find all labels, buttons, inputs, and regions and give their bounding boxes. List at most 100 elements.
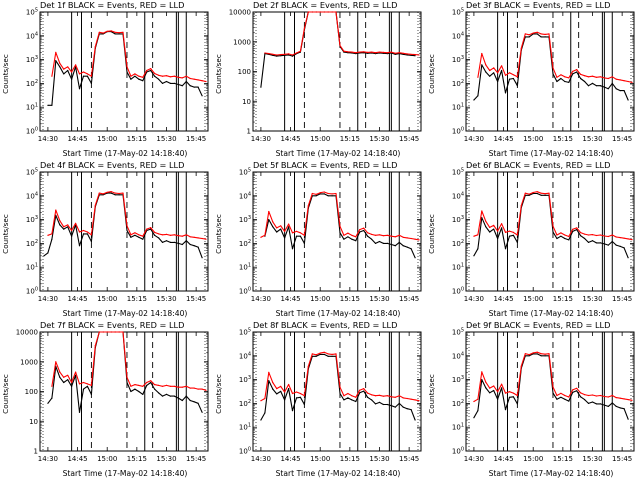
- x-tick-label: 15:15: [340, 135, 360, 143]
- series-lld: [260, 191, 420, 241]
- y-tick-label: 100: [25, 388, 38, 396]
- series-lld: [264, 11, 420, 56]
- x-tick-label: 15:30: [156, 135, 176, 143]
- series-lld: [51, 30, 207, 83]
- x-tick-label: 15:00: [97, 295, 117, 303]
- y-tick-label: 101: [452, 103, 464, 112]
- detector-panel-8: 100 101 102 103 104 105 14:30 14:45 15:00 15:15 15…: [213, 320, 426, 480]
- x-tick-label: 14:45: [280, 295, 300, 303]
- panel-title: Det 5f BLACK = Events, RED = LLD: [253, 160, 398, 170]
- y-tick-label: 105: [239, 168, 251, 177]
- panel-title: Det 3f BLACK = Events, RED = LLD: [466, 0, 611, 10]
- x-tick-label: 15:30: [582, 455, 602, 463]
- y-tick-label: 101: [239, 263, 251, 272]
- y-tick-label: 105: [26, 168, 38, 177]
- panel-title: Det 9f BLACK = Events, RED = LLD: [466, 320, 611, 330]
- y-tick-label: 102: [452, 79, 464, 88]
- x-tick-label: 14:30: [38, 135, 58, 143]
- y-tick-label: 104: [239, 191, 251, 200]
- x-tick-label: 14:45: [67, 135, 87, 143]
- x-tick-label: 15:15: [553, 295, 573, 303]
- series-line-lld: [473, 351, 633, 402]
- y-axis-label: Counts/sec: [427, 214, 436, 254]
- x-tick-label: 15:45: [399, 295, 419, 303]
- series-line-lld: [260, 351, 420, 402]
- y-tick-label: 100: [26, 287, 38, 296]
- x-tick-label: 14:30: [251, 135, 271, 143]
- y-tick-label: 105: [452, 328, 464, 337]
- x-axis-label: Start Time (17-May-02 14:18:40): [488, 149, 614, 158]
- series-line-lld: [51, 30, 207, 83]
- x-tick-label: 15:00: [310, 295, 330, 303]
- y-tick-label: 103: [26, 215, 38, 224]
- detector-panel-1: 100 101 102 103 104 105 14:30 14:45 15:00 15:15 15…: [0, 0, 213, 160]
- y-tick-label: 100: [238, 68, 251, 76]
- series-line-lld: [477, 31, 633, 83]
- x-tick-label: 15:45: [612, 135, 632, 143]
- x-tick-label: 15:45: [186, 455, 206, 463]
- y-axis-label: Counts/sec: [214, 54, 223, 94]
- series-line-events: [473, 353, 629, 420]
- plot-frame: [465, 11, 635, 132]
- y-tick-label: 100: [452, 127, 464, 136]
- y-tick-label: 102: [239, 399, 251, 408]
- series-events: [473, 353, 629, 420]
- x-tick-label: 15:45: [612, 295, 632, 303]
- y-tick-label: 1: [247, 128, 251, 136]
- y-tick-label: 104: [452, 31, 464, 40]
- plot-svg: 100 101 102 103 104 105 14:30 14:45 15:00 15:15 15…: [26, 168, 209, 303]
- series-line-events: [264, 193, 416, 258]
- series-events: [260, 11, 416, 88]
- series-line-lld: [473, 191, 633, 241]
- plot-svg: 100 101 102 103 104 105 14:30 14:45 15:00 15:15 15…: [239, 168, 422, 303]
- x-axis-label: Start Time (17-May-02 14:18:40): [275, 309, 401, 318]
- x-tick-label: 15:15: [127, 295, 147, 303]
- plot-svg: 100 101 102 103 104 105 14:30 14:45 15:00 15:15 15…: [452, 168, 635, 303]
- x-axis-label: Start Time (17-May-02 14:18:40): [62, 149, 188, 158]
- y-tick-label: 100: [239, 287, 251, 296]
- x-tick-label: 14:30: [464, 295, 484, 303]
- x-tick-label: 15:15: [340, 295, 360, 303]
- series-line-events: [260, 11, 416, 88]
- x-tick-label: 15:30: [582, 295, 602, 303]
- y-tick-label: 104: [26, 191, 38, 200]
- series-line-lld: [260, 191, 420, 241]
- x-tick-label: 15:30: [156, 455, 176, 463]
- y-tick-label: 103: [26, 55, 38, 64]
- y-tick-label: 10: [242, 98, 251, 106]
- series-events: [473, 192, 629, 259]
- x-tick-label: 15:45: [399, 455, 419, 463]
- x-axis-label: Start Time (17-May-02 14:18:40): [275, 149, 401, 158]
- x-tick-label: 15:45: [186, 135, 206, 143]
- detector-panel-9: 100 101 102 103 104 105 14:30 14:45 15:00 15:15 15…: [426, 320, 639, 480]
- plot-svg: 100 101 102 103 104 105 14:30 14:45 15:00 15:15 15…: [452, 8, 635, 143]
- y-axis-label: Counts/sec: [1, 214, 10, 254]
- series-lld: [47, 191, 207, 240]
- y-tick-label: 101: [239, 423, 251, 432]
- y-tick-label: 103: [239, 215, 251, 224]
- x-tick-label: 15:15: [553, 455, 573, 463]
- y-tick-label: 103: [452, 55, 464, 64]
- x-axis-label: Start Time (17-May-02 14:18:40): [488, 309, 614, 318]
- detector-panel-7: 1 10 100 1000 10000 14:30 14:45 15:00 15:15 15:30…: [0, 320, 213, 480]
- y-tick-label: 104: [239, 351, 251, 360]
- y-tick-label: 101: [26, 103, 38, 112]
- y-axis-label: Counts/sec: [427, 54, 436, 94]
- plot-svg: 100 101 102 103 104 105 14:30 14:45 15:00 15:15 15…: [26, 8, 209, 143]
- y-tick-label: 10000: [16, 329, 38, 337]
- plot-svg: 1 10 100 1000 10000 14:30 14:45 15:00 15:15 15:30…: [229, 9, 422, 143]
- x-tick-label: 14:45: [493, 295, 513, 303]
- x-tick-label: 14:30: [464, 135, 484, 143]
- x-axis-label: Start Time (17-May-02 14:18:40): [488, 469, 614, 478]
- series-line-events: [260, 353, 416, 421]
- y-tick-label: 103: [239, 375, 251, 384]
- x-tick-label: 15:15: [340, 455, 360, 463]
- x-tick-label: 14:45: [67, 455, 87, 463]
- x-tick-label: 15:30: [369, 455, 389, 463]
- series-line-lld: [47, 191, 207, 240]
- x-tick-label: 14:30: [464, 455, 484, 463]
- x-tick-label: 14:30: [38, 455, 58, 463]
- y-tick-label: 100: [452, 447, 464, 456]
- y-tick-label: 105: [26, 8, 38, 17]
